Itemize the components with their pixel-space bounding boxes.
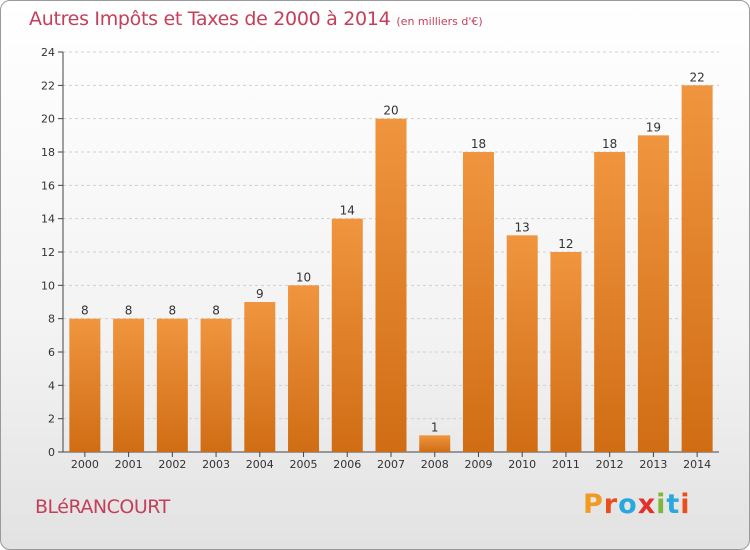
bar-value-label: 8 — [212, 304, 220, 318]
bar — [419, 435, 451, 452]
chart-title: Autres Impôts et Taxes de 2000 à 2014 — [29, 8, 391, 30]
logo-letter: P — [583, 489, 604, 520]
bar-value-label: 14 — [340, 204, 355, 218]
x-tick-label: 2009 — [464, 458, 492, 471]
x-tick-label: 2010 — [508, 458, 536, 471]
chart-title-block: Autres Impôts et Taxes de 2000 à 2014 (en… — [29, 8, 483, 30]
bar-value-label: 10 — [296, 270, 311, 284]
bar-value-label: 1 — [431, 420, 439, 434]
bar-value-label: 8 — [125, 304, 133, 318]
bar-value-label: 20 — [383, 104, 398, 118]
y-tick-label: 8 — [48, 313, 55, 326]
proxiti-logo: Proxiti — [583, 489, 691, 520]
x-tick-label: 2008 — [421, 458, 449, 471]
logo-letter: i — [680, 489, 691, 520]
logo-letter: i — [656, 489, 667, 520]
bar-value-label: 8 — [81, 304, 89, 318]
x-tick-label: 2007 — [377, 458, 405, 471]
bar — [594, 152, 626, 452]
commune-name: BLéRANCOURT — [35, 496, 170, 518]
x-tick-label: 2002 — [158, 458, 186, 471]
x-tick-label: 2001 — [115, 458, 143, 471]
logo-letter: x — [637, 489, 657, 520]
bar — [637, 135, 669, 453]
x-tick-label: 2011 — [552, 458, 580, 471]
bar — [331, 218, 363, 452]
x-tick-label: 2014 — [683, 458, 711, 471]
bar — [244, 302, 276, 452]
x-tick-label: 2004 — [246, 458, 274, 471]
y-tick-label: 0 — [48, 446, 55, 459]
y-tick-label: 16 — [41, 179, 55, 192]
bar — [681, 85, 713, 452]
logo-letter: t — [666, 489, 681, 520]
bar-value-label: 18 — [602, 137, 617, 151]
x-tick-label: 2005 — [290, 458, 318, 471]
y-tick-label: 4 — [48, 379, 55, 392]
y-tick-label: 14 — [41, 213, 55, 226]
bar — [69, 318, 101, 452]
y-tick-label: 12 — [41, 246, 55, 259]
bar — [550, 252, 582, 452]
bar — [506, 235, 538, 452]
bar — [200, 318, 232, 452]
y-tick-label: 20 — [41, 113, 55, 126]
x-tick-label: 2012 — [596, 458, 624, 471]
logo-letter: r — [603, 489, 619, 520]
logo-letter: o — [618, 489, 638, 520]
x-tick-label: 2006 — [333, 458, 361, 471]
bar-value-label: 12 — [558, 237, 573, 251]
bar — [375, 118, 407, 453]
bar — [462, 152, 494, 452]
bar-value-label: 19 — [646, 120, 661, 134]
x-tick-label: 2003 — [202, 458, 230, 471]
bar-value-label: 13 — [515, 220, 530, 234]
bar-value-label: 22 — [689, 70, 704, 84]
bar — [156, 318, 188, 452]
y-tick-label: 2 — [48, 413, 55, 426]
x-tick-label: 2013 — [639, 458, 667, 471]
y-tick-label: 22 — [41, 79, 55, 92]
y-tick-label: 24 — [41, 46, 55, 59]
bar — [113, 318, 145, 452]
bar-value-label: 9 — [256, 287, 264, 301]
x-tick-label: 2000 — [71, 458, 99, 471]
y-tick-label: 18 — [41, 146, 55, 159]
bar — [288, 285, 320, 452]
y-tick-label: 6 — [48, 346, 55, 359]
chart-subtitle: (en milliers d'€) — [396, 15, 483, 28]
y-tick-label: 10 — [41, 279, 55, 292]
bar-value-label: 18 — [471, 137, 486, 151]
bar-value-label: 8 — [169, 304, 177, 318]
